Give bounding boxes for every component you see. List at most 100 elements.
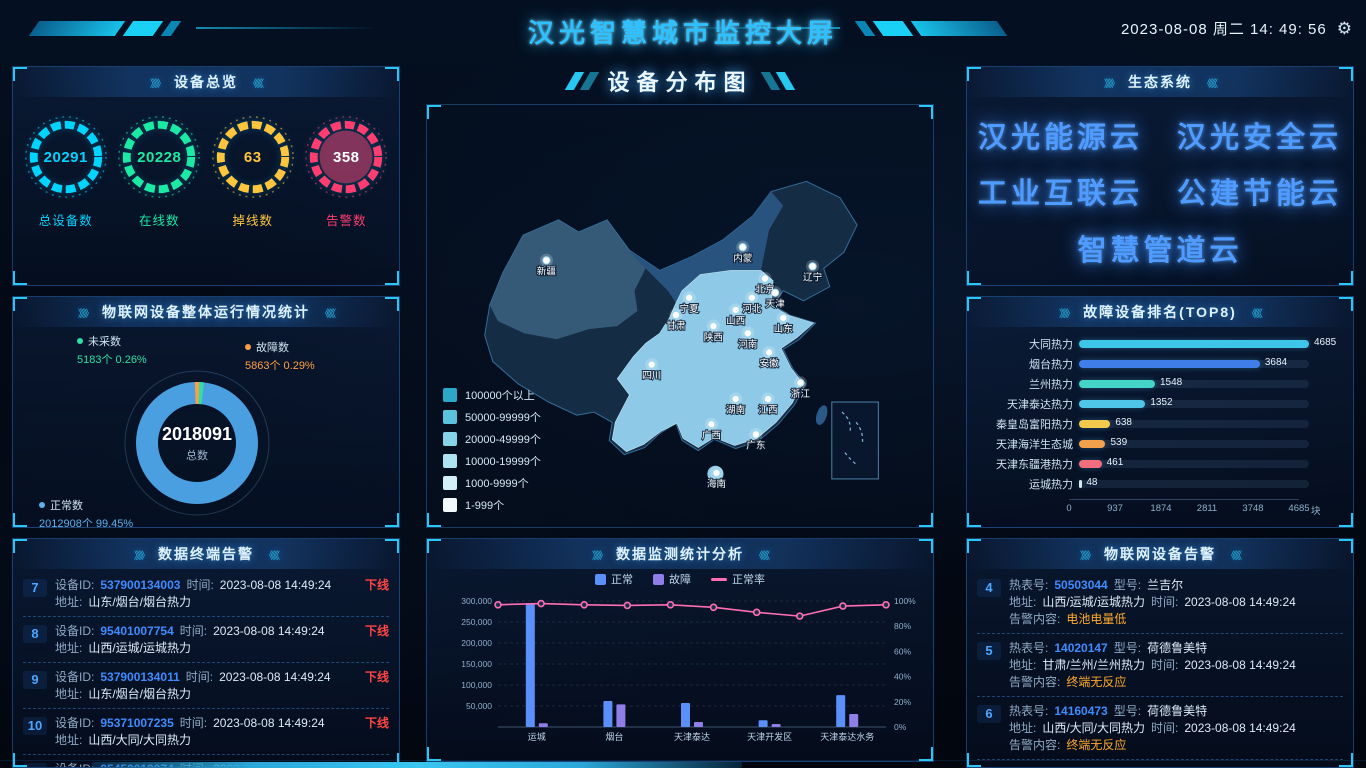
gauge-label: 掉线数	[232, 214, 273, 228]
alarm-content: 电池电量低	[1066, 612, 1127, 626]
gauge-value: 20291	[43, 149, 88, 166]
panel-title-text: 数据监测统计分析	[616, 546, 744, 562]
iot-alarm-row: 6 热表号: 14160473 型号: 荷德鲁美特 地址: 山西/大同/大同热力 时间: 202…	[977, 697, 1343, 760]
panel-title: 》》》 故障设备排名(TOP8) 《《《	[967, 297, 1353, 327]
alarm-content: 终端无反应	[1066, 738, 1127, 752]
panel-monitor-chart: 》》》 数据监测统计分析 《《《 正常 故障 正常率 50,000 100,000 15…	[426, 538, 934, 762]
svg-text:新疆: 新疆	[537, 266, 557, 278]
ranking-label: 大同热力	[1029, 339, 1073, 351]
ranking-axis: 0 937 1874 2811 3748 4685 块	[1066, 499, 1321, 517]
row-number: 8	[23, 625, 47, 643]
svg-text:河南: 河南	[738, 338, 758, 350]
device-id: 95401007754	[100, 624, 174, 638]
ranking-row[interactable]: 大同热力 4685	[977, 334, 1343, 354]
taiwan-island	[815, 405, 828, 425]
map-legend-item: 20000-49999个	[443, 431, 541, 447]
terminal-alarm-row: 8 设备ID: 95401007754 时间: 2023-08-08 14:49:24 下…	[23, 617, 389, 663]
ecosystem-item: 汉光能源云	[977, 121, 1143, 154]
settings-gear-icon[interactable]: ⚙	[1336, 19, 1352, 38]
ranking-value: 1548	[1159, 377, 1183, 388]
ranking-value: 638	[1115, 417, 1132, 428]
monitor-chart-svg[interactable]: 50,000 100,000 150,000 200,000 250,000 300,00…	[438, 589, 922, 747]
title-decor-right-icon: 《《《	[1226, 550, 1242, 562]
ranking-bar	[1079, 420, 1111, 428]
ranking-row[interactable]: 天津泰达热力 1352	[977, 394, 1343, 414]
panel-title-text: 设备总览	[174, 74, 238, 90]
svg-text:40%: 40%	[894, 672, 911, 682]
ranking-bar	[1079, 460, 1102, 468]
panel-fault-ranking: 》》》 故障设备排名(TOP8) 《《《 大同热力 4685 烟台热力 3684 兰州热…	[966, 296, 1354, 528]
panel-title: 》》》 物联网设备告警 《《《	[967, 539, 1353, 569]
ranking-row[interactable]: 秦皇岛富阳热力 638	[977, 414, 1343, 434]
ranking-value: 539	[1110, 437, 1128, 448]
header: 汉光智慧城市监控大屏 2023-08-08 周二 14: 49: 56 ⚙	[0, 0, 1366, 58]
south-china-sea-inset	[831, 401, 879, 480]
iot-alarm-list: 4 热表号: 50503044 型号: 兰吉尔 地址: 山西/运城/运城热力 时间: 2023-…	[967, 569, 1353, 760]
title-decor-left-icon: 》》》	[1059, 308, 1075, 320]
title-decor-right-icon: 《《《	[248, 78, 264, 90]
title-decor-left-icon: 》》》	[78, 308, 94, 320]
region-east-china	[611, 270, 815, 452]
svg-text:100,000: 100,000	[461, 680, 492, 690]
panel-device-map: 新疆 内蒙 辽宁 北京 天津 河北 山西 宁夏 甘肃 陕西 山东 河南 安徽 四川 湖南 江西 浙江 广西 广东 海南…	[426, 104, 934, 528]
ranking-row[interactable]: 天津东疆港热力 461	[977, 454, 1343, 474]
ranking-row[interactable]: 烟台热力 3684	[977, 354, 1343, 374]
panel-title-text: 故障设备排名(TOP8)	[1083, 304, 1237, 320]
svg-text:内蒙: 内蒙	[733, 252, 753, 264]
status-badge: 下线	[364, 624, 389, 638]
panel-iot-stats: 》》》 物联网设备整体运行情况统计 《《《 2018091 总数 未采数 5183…	[12, 296, 400, 528]
svg-text:150,000: 150,000	[461, 659, 492, 669]
ranking-bar	[1079, 360, 1260, 368]
ranking-row[interactable]: 兰州热力 1548	[977, 374, 1343, 394]
page-title: 汉光智慧城市监控大屏	[527, 18, 839, 48]
ecosystem-item: 公建节能云	[1177, 178, 1343, 210]
ranking-bar	[1079, 340, 1309, 348]
svg-text:山东: 山东	[774, 323, 794, 335]
gauge-value: 20228	[137, 149, 182, 166]
gauge-value: 358	[332, 149, 360, 166]
legend-item[interactable]: 故障	[653, 571, 691, 587]
svg-text:20%: 20%	[894, 697, 911, 707]
donut-chart-area[interactable]: 2018091 总数 未采数 5183个 0.26% 故障数 5863个 0.29%…	[13, 327, 399, 527]
svg-text:天津: 天津	[766, 299, 786, 310]
row-number: 4	[977, 579, 1001, 597]
svg-text:安徽: 安徽	[759, 358, 779, 370]
ranking-row[interactable]: 运城热力 48	[977, 474, 1343, 494]
ranking-rows[interactable]: 大同热力 4685 烟台热力 3684 兰州热力 1548 天津泰达热力 1352 秦皇岛富阳热…	[967, 327, 1353, 494]
svg-text:100%: 100%	[894, 596, 916, 606]
gauge-1: 20228 在线数	[115, 113, 203, 229]
title-decor-left-icon: 》》》	[592, 550, 608, 562]
meter-id: 50503044	[1054, 578, 1108, 592]
ranking-bar	[1079, 440, 1106, 448]
terminal-alarm-row: 9 设备ID: 537900134011 时间: 2023-08-08 14:49:24…	[23, 663, 389, 709]
gauge-3: 358 告警数	[302, 113, 390, 229]
panel-ecosystem: 》》》 生态系统 《《《 汉光能源云 汉光安全云 工业互联云 公建节能云 智慧管…	[966, 66, 1354, 286]
device-id: 537900134003	[100, 578, 181, 592]
iot-alarm-row: 5 热表号: 14020147 型号: 荷德鲁美特 地址: 甘肃/兰州/兰州热力 时间: 202…	[977, 634, 1343, 697]
legend-item[interactable]: 正常率	[711, 571, 765, 587]
gauge-0: 20291 总设备数	[22, 113, 110, 229]
bottom-decoration-bar	[92, 762, 742, 768]
legend-item[interactable]: 正常	[595, 571, 633, 587]
ranking-label: 天津海洋生态城	[996, 439, 1073, 451]
svg-text:0%: 0%	[894, 722, 907, 732]
ranking-row[interactable]: 天津海洋生态城 539	[977, 434, 1343, 454]
panel-title-text: 生态系统	[1128, 74, 1192, 90]
monitor-legend: 正常 故障 正常率	[427, 571, 933, 587]
terminal-alarm-list: 7 设备ID: 537900134003 时间: 2023-08-08 14:49:24…	[13, 569, 399, 767]
panel-title: 》》》 数据监测统计分析 《《《	[427, 539, 933, 569]
svg-text:北京: 北京	[755, 284, 774, 296]
svg-text:天津泰达水务: 天津泰达水务	[820, 731, 874, 742]
map-legend-item: 10000-19999个	[443, 453, 541, 469]
ranking-value: 461	[1106, 457, 1124, 468]
ranking-label: 秦皇岛富阳热力	[996, 419, 1073, 431]
ranking-value: 48	[1086, 477, 1098, 488]
ranking-value: 1352	[1150, 397, 1173, 408]
region-inner-mongolia	[629, 191, 784, 303]
svg-text:海南: 海南	[707, 478, 727, 490]
gauge-value: 63	[243, 149, 262, 166]
terminal-alarm-row: 7 设备ID: 537900134003 时间: 2023-08-08 14:49:24…	[23, 571, 389, 617]
gauge-label: 告警数	[325, 214, 367, 228]
gauge-row: 20291 总设备数 20228 在线数 63 掉线数 358 告警数	[13, 97, 399, 229]
